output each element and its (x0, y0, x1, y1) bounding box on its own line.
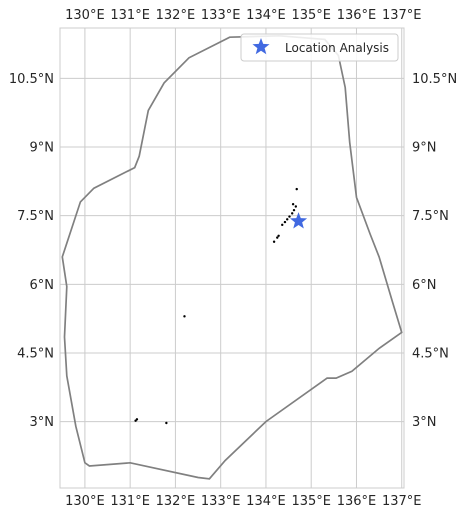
island-dot (165, 421, 168, 425)
island-dot (283, 220, 287, 224)
longitude-label-bottom: 137°E (382, 494, 422, 509)
island-dot (291, 203, 295, 206)
latitude-label-left: 9°N (30, 141, 55, 156)
longitude-label-top: 137°E (382, 8, 422, 23)
longitude-label-bottom: 132°E (156, 494, 196, 509)
location-star-marker (289, 212, 308, 229)
island-dot (286, 218, 289, 221)
latitude-label-left: 7.5°N (17, 209, 54, 224)
latitude-label-right: 7.5°N (412, 209, 449, 224)
longitude-label-top: 134°E (246, 8, 286, 23)
legend: Location Analysis (240, 33, 399, 62)
latitude-label-right: 3°N (412, 415, 437, 430)
longitude-label-bottom: 134°E (246, 494, 286, 509)
latitude-label-left: 4.5°N (17, 346, 54, 361)
island-dot (294, 205, 298, 208)
island-dot (277, 234, 280, 238)
longitude-label-top: 135°E (291, 8, 331, 23)
latitude-ticks: 3°N 3°N 4.5°N 4.5°N 6°N 6°N 7.5°N 7.5°N 9°N 9°N 10… (9, 72, 457, 430)
legend-box (240, 33, 399, 62)
island-dot (183, 315, 186, 318)
longitude-ticks: 130°E 130°E 131°E 131°E 132°E 132°E 133°E 133°E… (65, 8, 421, 509)
longitude-label-top: 136°E (337, 8, 377, 23)
longitude-label-top: 131°E (110, 8, 150, 23)
longitude-label-bottom: 130°E (65, 494, 105, 509)
eez-boundary-line (61, 34, 403, 480)
longitude-label-bottom: 131°E (110, 494, 150, 509)
island-dot (292, 208, 296, 212)
longitude-label-top: 132°E (156, 8, 196, 23)
island-dot (272, 240, 276, 243)
graticule (60, 28, 404, 488)
longitude-label-top: 133°E (201, 8, 241, 23)
island-markers (134, 187, 298, 425)
longitude-label-bottom: 136°E (337, 494, 377, 509)
latitude-label-left: 3°N (30, 415, 55, 430)
legend-label: Location Analysis (285, 41, 389, 55)
island-dot (134, 419, 137, 422)
longitude-label-top: 130°E (65, 8, 105, 23)
latitude-label-right: 6°N (412, 278, 437, 293)
longitude-label-bottom: 133°E (201, 494, 241, 509)
island-dot (291, 212, 294, 215)
latitude-label-right: 4.5°N (412, 346, 449, 361)
longitude-label-bottom: 135°E (291, 494, 331, 509)
island-dot (276, 236, 279, 239)
latitude-label-left: 6°N (30, 278, 55, 293)
map-frame (59, 27, 405, 489)
island-dot (281, 223, 284, 227)
latitude-label-right: 10.5°N (412, 72, 457, 87)
island-dot (295, 187, 298, 191)
latitude-label-left: 10.5°N (9, 72, 54, 87)
latitude-label-right: 9°N (412, 141, 437, 156)
legend-star-icon (252, 38, 270, 55)
island-dot (288, 215, 291, 218)
